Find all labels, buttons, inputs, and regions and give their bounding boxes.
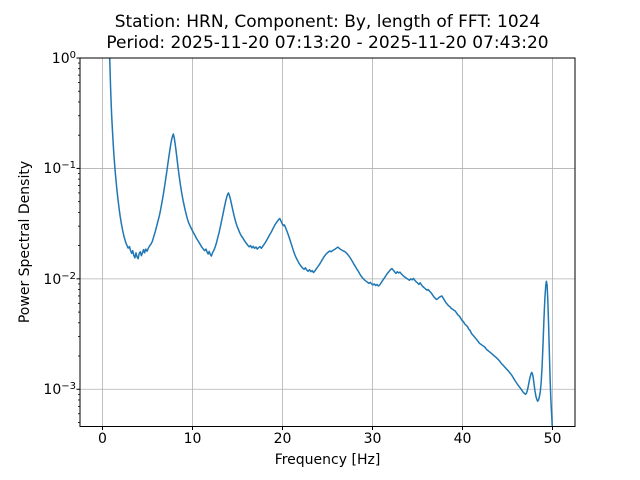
y-tick-label: 10−3 (43, 381, 76, 399)
x-tick-label: 40 (453, 431, 472, 447)
plot-title: Station: HRN, Component: By, length of F… (80, 12, 575, 54)
x-tick-label: 10 (183, 431, 202, 447)
x-axis-label: Frequency [Hz] (274, 452, 381, 468)
y-tick-label: 10−2 (43, 271, 76, 288)
y-tick-label: 100 (51, 50, 76, 67)
psd-curve (108, 58, 553, 427)
y-tick-label: 10−1 (43, 160, 76, 178)
x-tick-label: 0 (98, 431, 107, 447)
plot-title-line2: Period: 2025-11-20 07:13:20 - 2025-11-20… (106, 33, 549, 53)
x-tick-label: 30 (363, 431, 382, 447)
axes-spines (79, 57, 576, 427)
y-axis-label: Power Spectral Density (17, 160, 33, 324)
x-tick-label: 20 (273, 431, 292, 447)
x-tick-label: 50 (543, 431, 562, 447)
plot-title-line1: Station: HRN, Component: By, length of F… (114, 12, 541, 32)
